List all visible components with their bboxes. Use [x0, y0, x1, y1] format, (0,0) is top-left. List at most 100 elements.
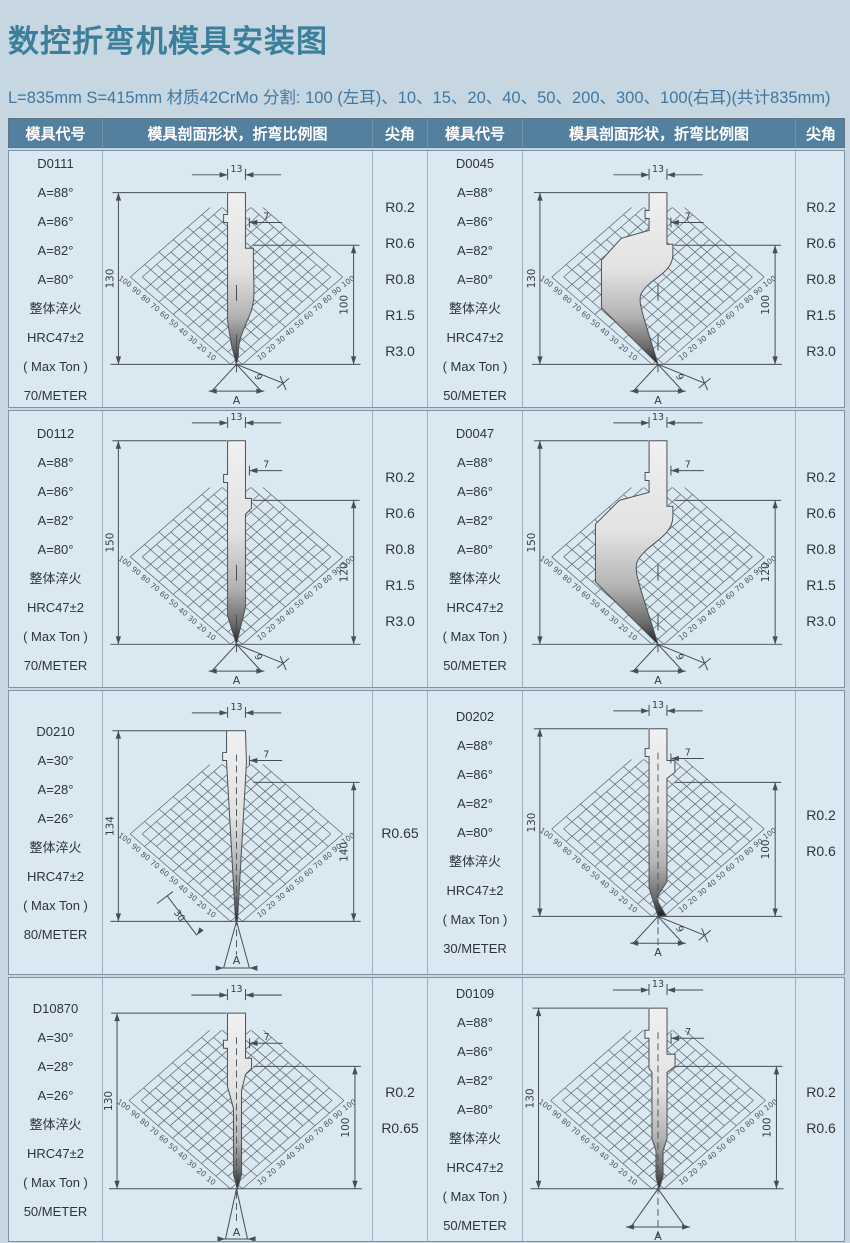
list-item: A=86°: [457, 767, 493, 782]
svg-text:130: 130: [526, 813, 538, 833]
mold-treatment: 整体淬火: [448, 300, 501, 316]
svg-text:120: 120: [760, 562, 772, 582]
list-item: R1.5: [385, 307, 415, 323]
list-item: R0.6: [806, 505, 836, 521]
mold-info-cell: D10870 A=30° A=28° A=26° 整体淬火 HRC47±2 ( Ma…: [9, 978, 103, 1241]
mold-code: D0045: [455, 155, 495, 171]
mold-treatment: 整体淬火: [29, 570, 82, 586]
svg-text:7: 7: [685, 460, 691, 471]
svg-text:9: 9: [673, 372, 685, 382]
mold-capacity: 70/METER: [23, 657, 88, 673]
mold-hardness: HRC47±2: [446, 1160, 504, 1175]
mold-maxton: ( Max Ton ): [23, 358, 88, 374]
svg-text:120: 120: [339, 562, 351, 582]
tip-radius-list: R0.65: [373, 691, 428, 974]
svg-text:7: 7: [263, 750, 269, 761]
header-tip-left: 尖角: [373, 119, 428, 147]
svg-text:130: 130: [525, 1088, 537, 1108]
list-item: A=80°: [457, 825, 493, 840]
list-item: A=26°: [37, 810, 74, 826]
spec-row-1: D0111 A=88° A=86° A=82° A=80° 整体淬火 HRC47±2 …: [8, 150, 845, 408]
list-item: R0.2: [385, 199, 415, 215]
list-item: A=28°: [37, 1058, 74, 1074]
list-item: A=82°: [37, 242, 74, 258]
mold-maxton: ( Max Ton ): [442, 1189, 508, 1204]
list-item: A=82°: [37, 512, 74, 528]
mold-code: D0109: [455, 986, 495, 1001]
mold-code: D0210: [36, 723, 75, 739]
list-item: R0.2: [806, 806, 836, 823]
mold-info-cell: D0045 A=88° A=86° A=82° A=80° 整体淬火 HRC47±2 …: [428, 151, 523, 407]
list-item: R3.0: [385, 613, 415, 629]
mold-treatment: 整体淬火: [448, 1131, 501, 1146]
list-item: A=82°: [457, 512, 493, 528]
svg-text:A: A: [233, 1226, 241, 1239]
mold-treatment: 整体淬火: [448, 854, 501, 869]
list-item: A=88°: [457, 454, 493, 470]
svg-text:13: 13: [231, 164, 243, 175]
mold-capacity: 30/METER: [443, 941, 507, 956]
list-item: A=26°: [37, 1087, 74, 1103]
list-item: R3.0: [385, 343, 415, 359]
list-item: A=86°: [37, 483, 74, 499]
list-item: R0.6: [806, 842, 836, 859]
mold-info-cell: D0112 A=88° A=86° A=82° A=80° 整体淬火 HRC47±2 …: [9, 411, 103, 687]
page-title: 数控折弯机模具安装图: [8, 24, 328, 59]
list-item: R0.6: [806, 235, 836, 251]
header-shape-left: 模具剖面形状，折弯比例图: [103, 119, 373, 147]
tip-radius-list: R0.2 R0.6: [796, 691, 846, 974]
spec-table: 模具代号 模具剖面形状，折弯比例图 尖角 模具代号 模具剖面形状，折弯比例图 尖…: [8, 118, 845, 1242]
svg-text:9: 9: [673, 925, 685, 935]
svg-text:100: 100: [760, 839, 772, 859]
mold-hardness: HRC47±2: [446, 329, 504, 345]
tip-radius-list: R0.2 R0.65: [373, 978, 428, 1241]
mold-maxton: ( Max Ton ): [442, 358, 508, 374]
svg-text:A: A: [654, 674, 662, 687]
list-item: A=82°: [457, 1073, 493, 1088]
table-header-row: 模具代号 模具剖面形状，折弯比例图 尖角 模具代号 模具剖面形状，折弯比例图 尖…: [8, 118, 845, 148]
list-item: R1.5: [806, 577, 836, 593]
mold-hardness: HRC47±2: [27, 868, 84, 884]
list-item: A=86°: [37, 213, 74, 229]
list-item: R3.0: [806, 343, 836, 359]
list-item: A=80°: [457, 541, 493, 557]
tip-radius-list: R0.2 R0.6 R0.8 R1.5 R3.0: [373, 151, 428, 407]
svg-text:130: 130: [103, 1091, 115, 1111]
list-item: A=80°: [457, 271, 493, 287]
svg-text:13: 13: [652, 412, 664, 423]
mold-info-cell: D0111 A=88° A=86° A=82° A=80° 整体淬火 HRC47±2 …: [9, 151, 103, 407]
list-item: R0.8: [385, 541, 415, 557]
mold-capacity: 50/METER: [23, 1203, 88, 1219]
svg-text:140: 140: [339, 842, 351, 862]
svg-text:A: A: [233, 674, 241, 687]
mold-capacity: 50/METER: [443, 657, 507, 673]
tip-radius-list: R0.2 R0.6 R0.8 R1.5 R3.0: [796, 151, 846, 407]
mold-maxton: ( Max Ton ): [23, 897, 88, 913]
list-item: A=80°: [37, 271, 74, 287]
list-item: A=30°: [37, 752, 74, 768]
mold-profile-diagram: 100 100 90 90 80 80 70 70 60 60 50 50 40 40 30 30 20 20 10…: [523, 151, 796, 407]
svg-text:13: 13: [231, 412, 243, 423]
mold-profile-diagram: 100 100 90 90 80 80 70 70 60 60 50 50 40 40 30 30 20 20 10…: [523, 691, 796, 974]
svg-text:100: 100: [761, 1118, 773, 1138]
mold-maxton: ( Max Ton ): [442, 628, 508, 644]
list-item: A=80°: [457, 1102, 493, 1117]
list-item: R0.2: [806, 199, 836, 215]
svg-text:7: 7: [263, 211, 269, 222]
svg-text:13: 13: [652, 979, 664, 990]
svg-text:7: 7: [264, 1032, 270, 1043]
svg-text:150: 150: [526, 533, 538, 553]
mold-hardness: HRC47±2: [27, 599, 84, 615]
mold-maxton: ( Max Ton ): [442, 912, 508, 927]
page-subtitle: L=835mm S=415mm 材质42CrMo 分割: 100 (左耳)、10…: [8, 89, 831, 107]
mold-code: D0111: [37, 155, 74, 171]
list-item: A=30°: [37, 1029, 74, 1045]
header-mold-code-left: 模具代号: [9, 119, 103, 147]
list-item: R0.65: [381, 824, 419, 841]
list-item: R0.2: [385, 469, 415, 485]
mold-info-cell: D0109 A=88° A=86° A=82° A=80° 整体淬火 HRC47±2 …: [428, 978, 523, 1241]
tip-radius-list: R0.2 R0.6: [796, 978, 846, 1241]
svg-text:100: 100: [340, 1118, 352, 1138]
svg-text:130: 130: [526, 269, 538, 289]
